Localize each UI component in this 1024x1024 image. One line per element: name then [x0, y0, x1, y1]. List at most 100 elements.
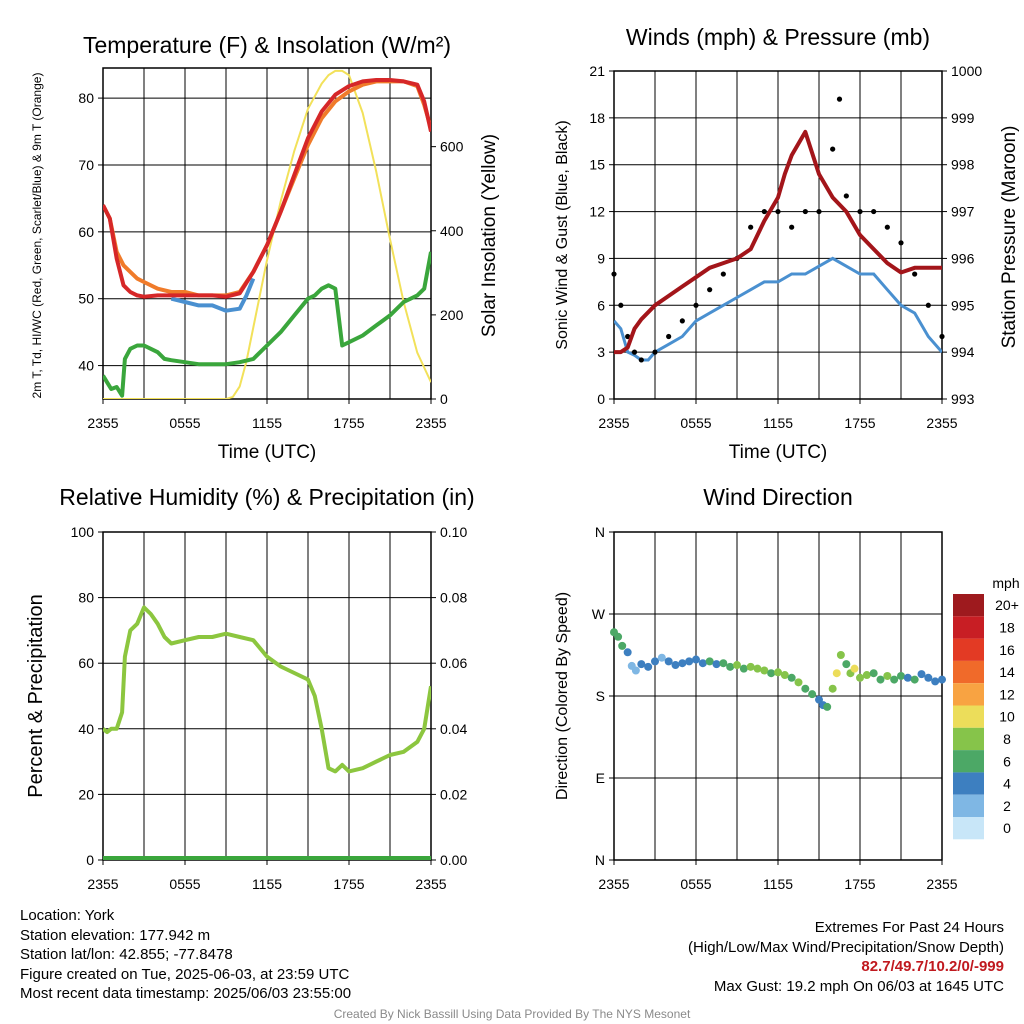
gust-point — [816, 208, 822, 215]
panel-3: 0 20 40 60 80 100 0.00 0.02 0.04 0.06 0.08 0.10 2355… — [25, 484, 475, 892]
legend-label: 14 — [999, 664, 1015, 680]
y-tick-label: 50 — [78, 291, 94, 307]
y2-tick-label: 0.00 — [440, 852, 467, 868]
direction-point — [746, 662, 755, 671]
legend-swatch — [953, 772, 984, 795]
gust-point — [707, 287, 713, 293]
gust-point — [625, 333, 631, 340]
direction-point — [618, 641, 627, 650]
direction-point — [651, 657, 659, 666]
gust-point — [611, 271, 617, 277]
y-tick-label: 21 — [589, 63, 605, 79]
y-axis-label: Sonic Wind & Gust (Blue, Black) — [554, 120, 571, 349]
legend-label: 12 — [999, 686, 1015, 702]
legend-label: 0 — [1003, 820, 1011, 836]
gust-point — [939, 333, 945, 340]
chart-title: Relative Humidity (%) & Precipitation (i… — [59, 484, 474, 510]
y-axis-label: Direction (Colored By Speed) — [554, 592, 571, 800]
legend-label: 4 — [1003, 776, 1011, 792]
legend-label: 18 — [999, 619, 1015, 635]
latlon-text: Station lat/lon: 42.855; -77.8478 — [20, 946, 233, 963]
direction-point — [815, 695, 823, 704]
y2-tick-label: 400 — [440, 223, 464, 239]
y-tick-label: E — [596, 770, 605, 786]
y-tick-label: 40 — [78, 358, 94, 374]
legend-label: 6 — [1003, 753, 1011, 769]
station-info: Location: York Station elevation: 177.94… — [20, 906, 351, 1004]
gust-point — [884, 224, 890, 230]
direction-point — [698, 659, 707, 668]
y-tick-label: 6 — [597, 297, 605, 313]
direction-point — [910, 675, 919, 684]
y-tick-label: 20 — [78, 786, 94, 802]
direction-point — [836, 651, 845, 659]
direction-point — [760, 666, 769, 675]
extremes-info: Extremes For Past 24 Hours (High/Low/Max… — [688, 918, 1004, 996]
gust-point — [720, 271, 726, 277]
plot-frame — [102, 67, 432, 400]
direction-point — [644, 662, 653, 671]
panel-2: 0 3 6 9 12 15 18 21 993 994 995 996 997 998 999 1000 235… — [554, 24, 1020, 463]
gust-point — [789, 224, 795, 230]
x-tick-label: 0555 — [169, 415, 200, 431]
plot-frame — [613, 531, 943, 861]
elevation-text: Station elevation: 177.942 m — [20, 926, 211, 944]
y-tick-label: 9 — [597, 250, 605, 266]
recent-data-text: Most recent data timestamp: 2025/06/03 2… — [20, 985, 352, 1002]
y2-tick-label: 600 — [440, 139, 464, 155]
gust-point — [631, 349, 638, 355]
chart-title: Temperature (F) & Insolation (W/m²) — [83, 32, 451, 58]
y2-tick-label: 0.06 — [440, 655, 467, 671]
direction-point — [623, 648, 632, 657]
y-tick-label: N — [595, 524, 605, 540]
series-solar — [103, 69, 431, 399]
direction-point — [794, 678, 803, 687]
x-tick-label: 1755 — [844, 876, 875, 892]
extremes-title: Extremes For Past 24 Hours — [814, 919, 1004, 936]
panel-4: N E S W N 2355 0555 1155 1755 2355 Wind Direction D… — [554, 484, 958, 892]
gust-point — [679, 318, 685, 324]
direction-point — [678, 659, 687, 668]
direction-point — [903, 673, 912, 682]
x-tick-label: 2355 — [87, 415, 118, 431]
legend-swatch — [953, 817, 984, 840]
credit-text: Created By Nick Bassill Using Data Provi… — [333, 1007, 691, 1021]
legend-swatch — [953, 660, 984, 684]
direction-point — [917, 670, 926, 679]
x-axis-label: Time (UTC) — [729, 442, 828, 463]
series-dewpoint — [103, 251, 431, 398]
x-tick-label: 1755 — [333, 876, 364, 892]
series-windchill — [170, 277, 256, 313]
direction-point — [823, 702, 832, 711]
y-tick-label: N — [595, 852, 605, 868]
series-pressure — [614, 129, 942, 355]
x-tick-label: 1755 — [333, 415, 364, 431]
x-tick-label: 2355 — [926, 876, 957, 892]
location-text: Location: York — [20, 907, 115, 924]
gust-point — [748, 224, 754, 230]
y-tick-label: 60 — [78, 224, 94, 240]
direction-point — [808, 690, 817, 699]
x-tick-label: 0555 — [680, 876, 711, 892]
legend-swatch — [953, 794, 984, 817]
chart-title: Winds (mph) & Pressure (mb) — [626, 24, 930, 50]
gust-point — [836, 96, 843, 102]
series-rh — [103, 605, 431, 774]
direction-point — [897, 671, 905, 680]
direction-point — [664, 657, 673, 666]
y2-axis-label: Solar Insolation (Yellow) — [479, 134, 500, 337]
direction-point — [774, 668, 782, 677]
direction-point — [657, 653, 666, 662]
y2-tick-label: 0.04 — [440, 721, 467, 737]
max-gust-text: Max Gust: 19.2 mph On 06/03 at 1645 UTC — [713, 977, 1004, 995]
y2-tick-label: 998 — [951, 157, 975, 173]
direction-point — [733, 661, 741, 670]
direction-point — [924, 673, 933, 682]
direction-point — [753, 664, 762, 673]
y-tick-label: 60 — [78, 655, 94, 671]
x-tick-label: 2355 — [415, 876, 446, 892]
legend-swatch — [953, 616, 984, 639]
extremes-values: 82.7/49.7/10.2/0/-999 — [861, 958, 1004, 975]
panel-1: 40 50 60 70 80 0 200 400 600 2355 0555 1155 1755 2355… — [30, 32, 500, 463]
